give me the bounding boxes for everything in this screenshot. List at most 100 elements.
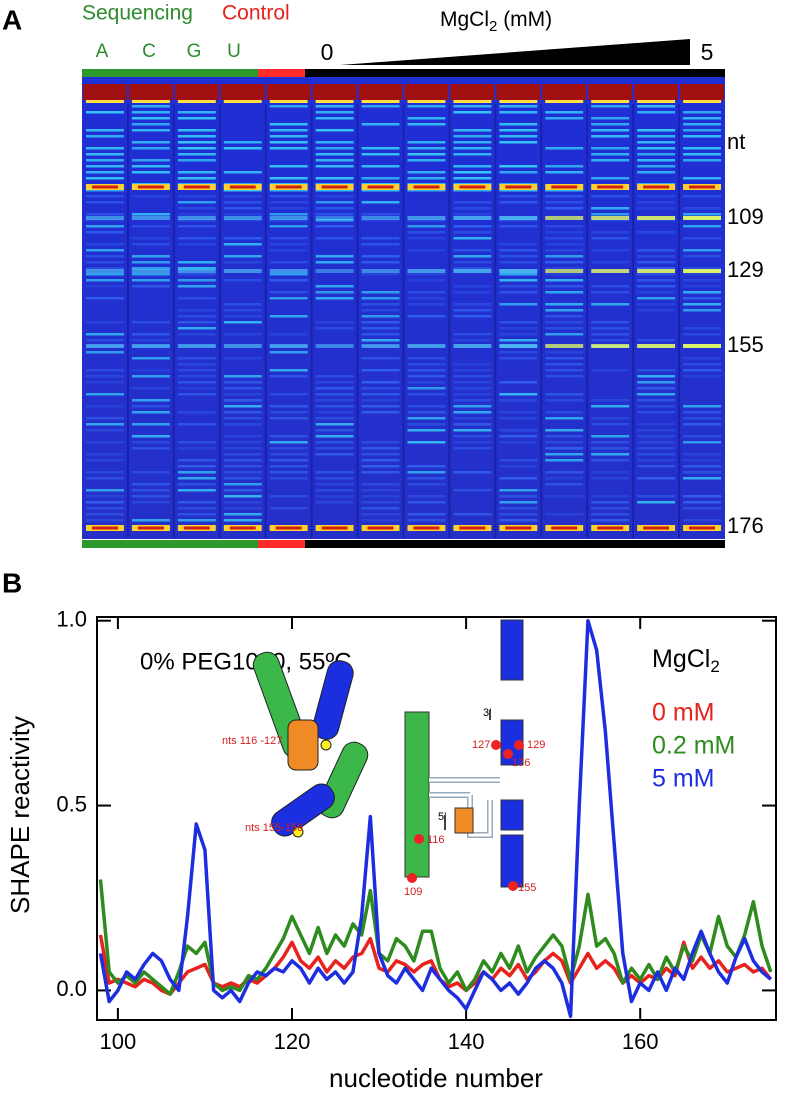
gel-band bbox=[545, 357, 584, 360]
gel-band bbox=[407, 231, 446, 234]
gel-band bbox=[361, 327, 400, 330]
gel-band bbox=[315, 435, 354, 438]
gel-band bbox=[545, 165, 584, 168]
gel-band bbox=[637, 387, 676, 390]
gel-band bbox=[315, 345, 354, 348]
gel-band bbox=[86, 129, 124, 132]
gel-band bbox=[683, 477, 721, 480]
gel-band bbox=[223, 315, 262, 318]
gel-band bbox=[361, 309, 400, 312]
gel-band bbox=[453, 231, 492, 234]
gel-band bbox=[407, 513, 446, 516]
gel-band bbox=[453, 489, 492, 492]
gel-band bbox=[637, 255, 676, 258]
gel-band bbox=[131, 129, 170, 132]
gel-band bbox=[177, 279, 216, 282]
gel-band bbox=[637, 129, 676, 132]
gel-band bbox=[223, 477, 262, 480]
gel-band bbox=[637, 201, 676, 204]
y-tick-label: 0.0 bbox=[56, 976, 87, 1001]
gel-band bbox=[453, 435, 492, 438]
gel-top-edge bbox=[407, 100, 446, 103]
gel-band bbox=[315, 159, 354, 162]
gel-band bbox=[591, 339, 630, 342]
gel-band-mid-core bbox=[459, 185, 486, 189]
gel-band bbox=[453, 291, 492, 294]
gel-band bbox=[177, 135, 216, 138]
gel-band bbox=[499, 459, 538, 462]
gel-band bbox=[86, 267, 124, 270]
gel-band bbox=[683, 195, 721, 198]
gel-band bbox=[223, 333, 262, 336]
gel-band bbox=[177, 219, 216, 222]
gel-band-strong bbox=[591, 269, 630, 273]
gel-band bbox=[131, 117, 170, 120]
gel-band bbox=[177, 441, 216, 444]
gel-band bbox=[407, 141, 446, 144]
gel-band bbox=[591, 417, 630, 420]
gel-band bbox=[637, 393, 676, 396]
gel-band bbox=[591, 261, 630, 264]
gel-band bbox=[407, 105, 446, 108]
gel-band bbox=[315, 225, 354, 228]
gel-band bbox=[131, 447, 170, 450]
gel-band bbox=[177, 237, 216, 240]
gel-band bbox=[453, 153, 492, 156]
gel-band bbox=[499, 507, 538, 510]
gel-band bbox=[407, 375, 446, 378]
inset-label: 116 bbox=[427, 834, 445, 846]
strip-control bbox=[258, 69, 305, 77]
gel-band bbox=[223, 261, 262, 264]
gel-band bbox=[315, 105, 354, 108]
gel-band bbox=[407, 177, 446, 180]
gel-band bbox=[177, 243, 216, 246]
gel-band bbox=[683, 177, 721, 180]
gel-band-strong bbox=[361, 344, 400, 348]
gel-band bbox=[315, 495, 354, 498]
gel-top-band bbox=[83, 84, 127, 100]
gel-top-band bbox=[174, 84, 219, 100]
gel-band bbox=[269, 177, 308, 180]
strip-control bbox=[258, 540, 305, 548]
gel-top-edge bbox=[223, 100, 262, 103]
gel-band-strong bbox=[545, 216, 584, 220]
gel-band bbox=[637, 339, 676, 342]
gel-band bbox=[545, 207, 584, 210]
gel-band bbox=[177, 507, 216, 510]
gel-band bbox=[499, 255, 538, 258]
gel-band bbox=[269, 507, 308, 510]
gel-band bbox=[269, 447, 308, 450]
gel-band bbox=[131, 339, 170, 342]
gel-band bbox=[499, 129, 538, 132]
gel-band bbox=[223, 459, 262, 462]
x-tick-label: 120 bbox=[274, 1029, 311, 1054]
gel-top-band bbox=[358, 84, 403, 100]
gel-band bbox=[269, 219, 308, 222]
gel-band bbox=[86, 477, 124, 480]
gel-band bbox=[131, 171, 170, 174]
gel-band bbox=[131, 261, 170, 264]
gel-band bbox=[86, 159, 124, 162]
gel-band bbox=[223, 447, 262, 450]
gel-band bbox=[591, 231, 630, 234]
gel-band bbox=[683, 225, 721, 228]
gel-band bbox=[637, 465, 676, 468]
gel-band bbox=[131, 147, 170, 150]
gel-band-strong bbox=[131, 269, 170, 273]
gel-top-band bbox=[680, 84, 724, 100]
gel-band bbox=[637, 285, 676, 288]
gel-band bbox=[131, 483, 170, 486]
panel-label: A bbox=[2, 4, 22, 35]
wedge-end: 5 bbox=[701, 39, 714, 65]
gel-band bbox=[315, 399, 354, 402]
inset-label: 3’ bbox=[483, 707, 492, 719]
gel-band bbox=[177, 375, 216, 378]
y-tick-label: 1.0 bbox=[56, 607, 87, 632]
gel-band bbox=[453, 447, 492, 450]
gel-top-edge bbox=[683, 100, 721, 103]
gel-band bbox=[591, 153, 630, 156]
gel-band bbox=[545, 411, 584, 414]
gel-band bbox=[683, 303, 721, 306]
gel-band bbox=[315, 255, 354, 258]
